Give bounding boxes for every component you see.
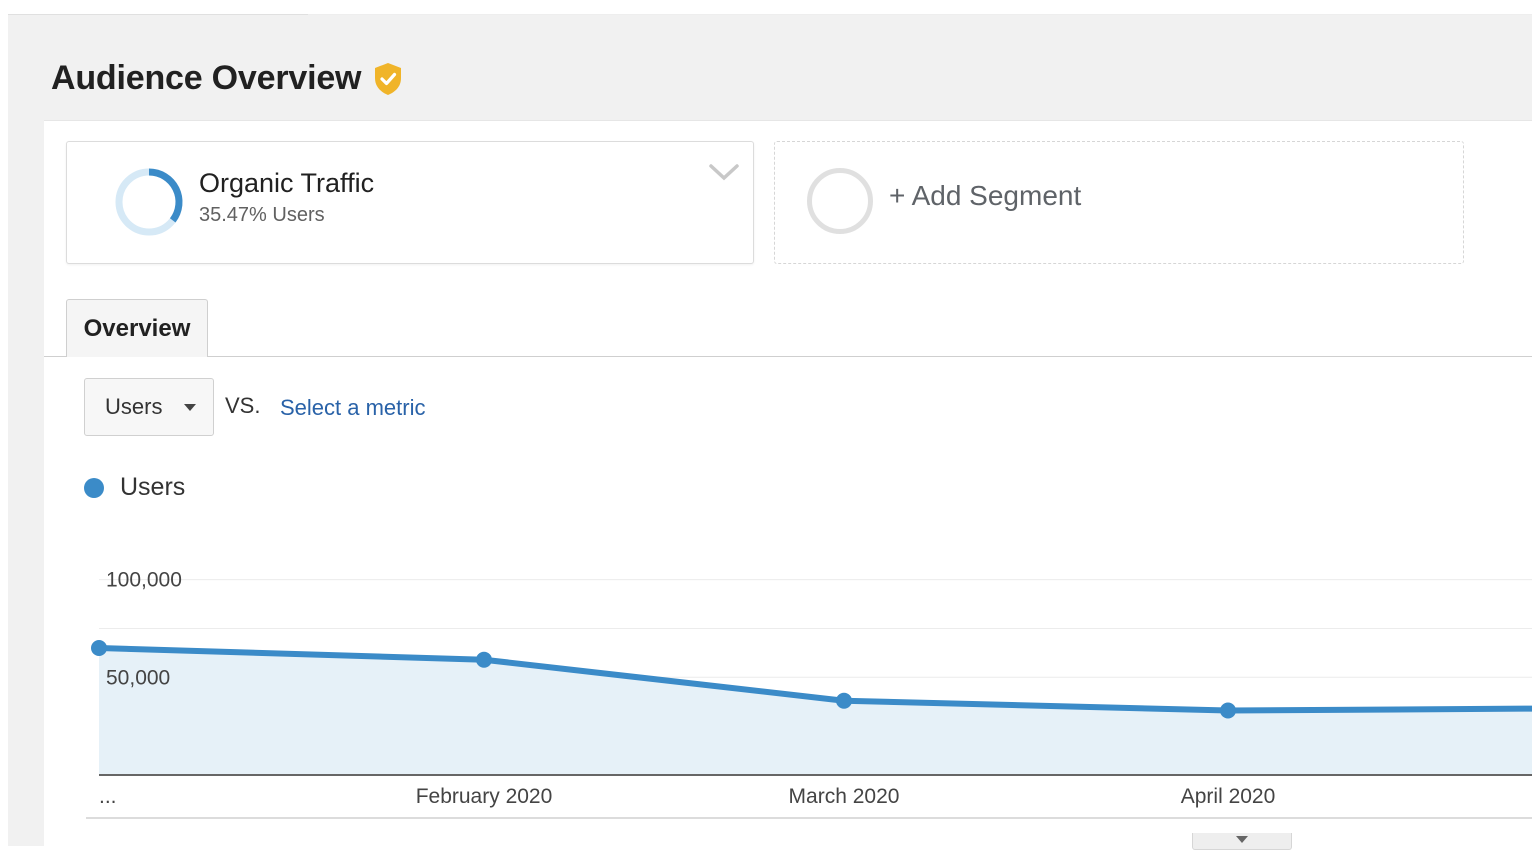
chart-legend: Users xyxy=(84,473,185,502)
segment-name: Organic Traffic xyxy=(199,168,375,198)
data-point[interactable] xyxy=(91,640,107,656)
chart-expand-handle[interactable] xyxy=(1192,833,1292,850)
y-tick-label: 50,000 xyxy=(106,666,170,689)
segment-donut-icon xyxy=(115,168,183,236)
checkmark-shape xyxy=(380,72,397,85)
legend-label-users: Users xyxy=(120,473,186,501)
select-metric-link[interactable]: Select a metric xyxy=(280,395,426,420)
x-tick-label: March 2020 xyxy=(789,785,900,808)
report-page: Audience Overview Organic Traffic 35.47%… xyxy=(8,15,1532,850)
segment-card-organic-traffic[interactable]: Organic Traffic 35.47% Users xyxy=(66,141,754,264)
segment-donut-arc xyxy=(148,168,183,223)
page-title: Audience Overview xyxy=(51,59,362,97)
caret-down-icon xyxy=(1236,836,1248,843)
users-line-chart: 100,000 50,000 ... February 2020 March 2020… xyxy=(86,569,1532,819)
x-tick-label: February 2020 xyxy=(416,785,553,808)
metric-dropdown[interactable]: Users xyxy=(84,378,214,436)
segment-share: 35.47% Users xyxy=(199,204,325,226)
chevron-shape xyxy=(709,164,739,181)
y-axis-ticks: 100,000 50,000 xyxy=(106,569,182,690)
x-tick-label: ... xyxy=(99,785,117,808)
add-segment-label: + Add Segment xyxy=(889,180,1082,211)
report-content: Organic Traffic 35.47% Users + Add Segme… xyxy=(44,120,1532,850)
x-axis-labels: ... February 2020 March 2020 April 2020 xyxy=(99,785,1275,808)
data-point[interactable] xyxy=(1220,702,1236,719)
vs-label: VS. xyxy=(225,393,261,418)
add-segment-ring-icon xyxy=(807,168,873,234)
y-tick-label: 100,000 xyxy=(106,569,182,592)
metric-dropdown-value: Users xyxy=(105,394,163,419)
tabs-divider xyxy=(44,356,1532,357)
caret-down-icon xyxy=(184,403,197,411)
left-gutter xyxy=(0,0,8,846)
legend-dot-users xyxy=(84,477,104,498)
chevron-down-icon[interactable] xyxy=(707,160,741,184)
top-strip-inner xyxy=(308,0,1532,15)
shield-check-icon xyxy=(375,62,402,95)
top-strip xyxy=(8,0,1532,15)
data-point[interactable] xyxy=(836,692,852,709)
add-segment-button[interactable]: + Add Segment xyxy=(774,141,1464,264)
tab-overview[interactable]: Overview xyxy=(66,299,208,357)
title-row: Audience Overview xyxy=(51,59,403,98)
series-points-users xyxy=(91,640,1236,719)
shield-shape xyxy=(375,62,402,95)
series-area-users xyxy=(99,648,1532,775)
data-point[interactable] xyxy=(476,651,492,668)
x-tick-label: April 2020 xyxy=(1181,785,1276,808)
